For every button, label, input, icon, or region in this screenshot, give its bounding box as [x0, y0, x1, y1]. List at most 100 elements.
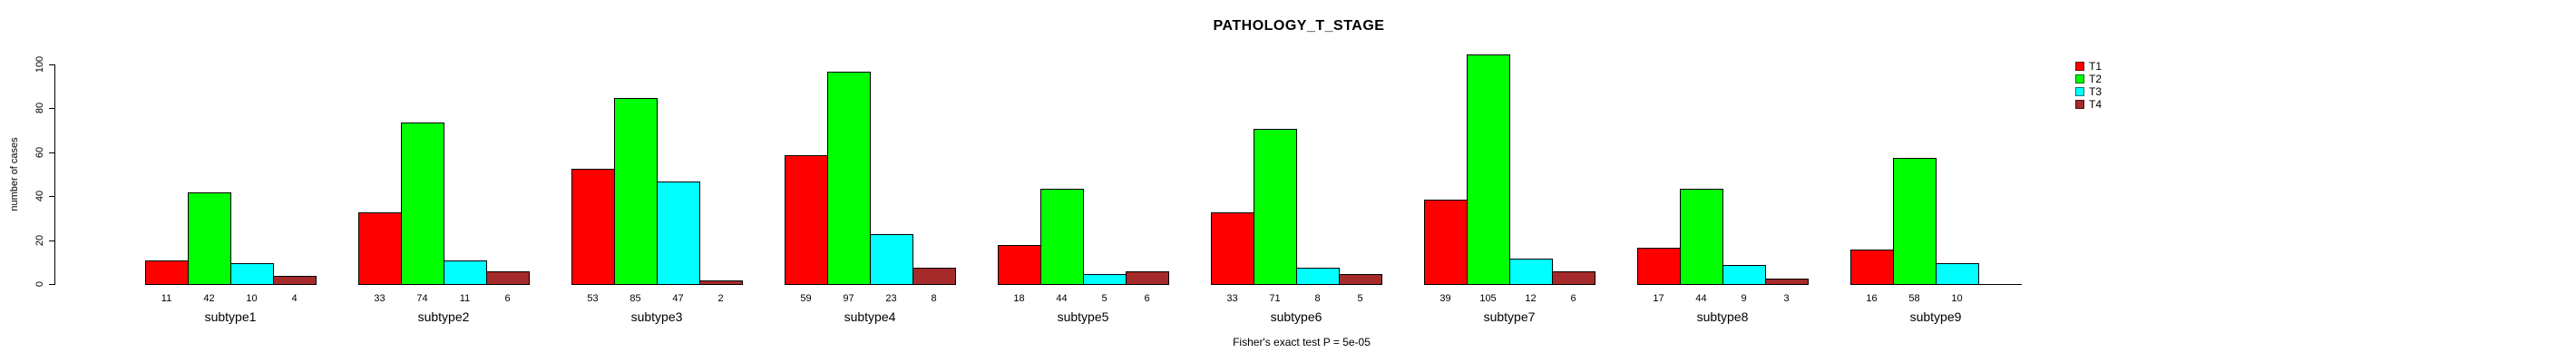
category-label: subtype8	[1696, 309, 1749, 324]
y-tick-label: 100	[34, 55, 45, 74]
bar	[1211, 212, 1254, 285]
category-label: subtype2	[417, 309, 470, 324]
bar-value-label: 17	[1653, 293, 1664, 304]
category-label: subtype7	[1483, 309, 1536, 324]
bar	[1722, 265, 1766, 285]
bar-value-label: 3	[1783, 293, 1790, 304]
legend-item: T4	[2075, 98, 2102, 110]
bar	[699, 280, 743, 285]
category-label: subtype6	[1270, 309, 1322, 324]
bar-value-label: 4	[291, 293, 298, 304]
legend-item: T2	[2075, 73, 2102, 84]
bar	[614, 98, 658, 285]
bar	[358, 212, 402, 285]
bar	[1509, 259, 1553, 285]
y-axis-line	[54, 64, 55, 285]
legend: T1 T2 T3 T4	[2075, 60, 2102, 111]
bar-value-label: 16	[1866, 293, 1878, 304]
bar-value-label: 44	[1056, 293, 1068, 304]
bar-value-label: 42	[203, 293, 215, 304]
bar-value-label: 6	[1144, 293, 1150, 304]
legend-item: T1	[2075, 60, 2102, 72]
bar	[145, 260, 189, 285]
bar-value-label: 9	[1741, 293, 1747, 304]
legend-swatch	[2075, 99, 2084, 109]
bar-value-label: 5	[1101, 293, 1107, 304]
bar-value-label: 97	[843, 293, 854, 304]
bar	[1467, 54, 1510, 285]
bar-value-label: 8	[931, 293, 937, 304]
legend-swatch	[2075, 74, 2084, 83]
y-tick	[49, 108, 54, 109]
y-tick	[49, 284, 54, 285]
bar-value-label: 74	[416, 293, 428, 304]
bar	[444, 260, 487, 285]
legend-label: T4	[2089, 97, 2103, 111]
bar	[657, 182, 700, 285]
y-tick	[49, 152, 54, 153]
bar-value-label: 11	[459, 293, 471, 304]
bar-value-label: 53	[587, 293, 599, 304]
bar	[401, 123, 444, 285]
fisher-test-annotation: Fisher's exact test P = 5e-05	[1233, 336, 1371, 348]
bar-value-label: 6	[1570, 293, 1576, 304]
y-tick-label: 60	[34, 146, 45, 159]
bar-value-label: 8	[1314, 293, 1321, 304]
category-label: subtype3	[630, 309, 683, 324]
bar	[870, 234, 913, 285]
bar	[273, 276, 317, 285]
bar	[1424, 200, 1468, 285]
legend-label: T3	[2089, 84, 2103, 98]
bar	[1083, 274, 1127, 285]
bar-value-label: 39	[1439, 293, 1451, 304]
bar	[912, 268, 956, 285]
bar	[785, 155, 828, 285]
bar	[1126, 271, 1169, 285]
bar-value-label: 23	[885, 293, 897, 304]
bar-value-label: 71	[1269, 293, 1281, 304]
bar	[571, 169, 615, 285]
bar	[1680, 189, 1723, 285]
y-tick	[49, 64, 54, 65]
bar	[230, 263, 274, 285]
bar-value-label: 5	[1357, 293, 1363, 304]
bar	[827, 72, 871, 285]
bar-value-label: 47	[672, 293, 684, 304]
bar	[1765, 279, 1809, 285]
chart-title: PATHOLOGY_T_STAGE	[1213, 18, 1385, 34]
bar	[1552, 271, 1595, 285]
bar	[1893, 158, 1937, 285]
legend-item: T3	[2075, 85, 2102, 97]
category-label: subtype9	[1909, 309, 1962, 324]
legend-swatch	[2075, 61, 2084, 71]
y-axis-label: number of cases	[9, 137, 20, 211]
y-tick-label: 20	[34, 234, 45, 247]
category-label: subtype1	[204, 309, 257, 324]
bar-value-label: 2	[717, 293, 724, 304]
legend-swatch	[2075, 86, 2084, 96]
legend-label: T2	[2089, 72, 2103, 85]
bar	[486, 271, 530, 285]
bar-value-label: 85	[629, 293, 641, 304]
bar-value-label: 44	[1695, 293, 1707, 304]
bar-value-label: 10	[1951, 293, 1963, 304]
bar-value-label: 58	[1908, 293, 1920, 304]
bar-value-label: 6	[504, 293, 511, 304]
bar	[1637, 248, 1681, 285]
y-tick-label: 0	[34, 280, 45, 288]
bar	[1936, 263, 1979, 285]
bar	[1040, 189, 1084, 285]
bar	[1850, 250, 1894, 285]
bar-value-label: 12	[1525, 293, 1537, 304]
category-label: subtype5	[1057, 309, 1109, 324]
bar	[188, 192, 231, 285]
y-tick-label: 40	[34, 190, 45, 202]
bar	[998, 245, 1041, 285]
bar-value-label: 10	[246, 293, 258, 304]
bar	[1339, 274, 1382, 285]
y-tick-label: 80	[34, 102, 45, 114]
bar-value-label: 59	[800, 293, 812, 304]
y-tick	[49, 240, 54, 241]
bar-value-label: 33	[374, 293, 385, 304]
